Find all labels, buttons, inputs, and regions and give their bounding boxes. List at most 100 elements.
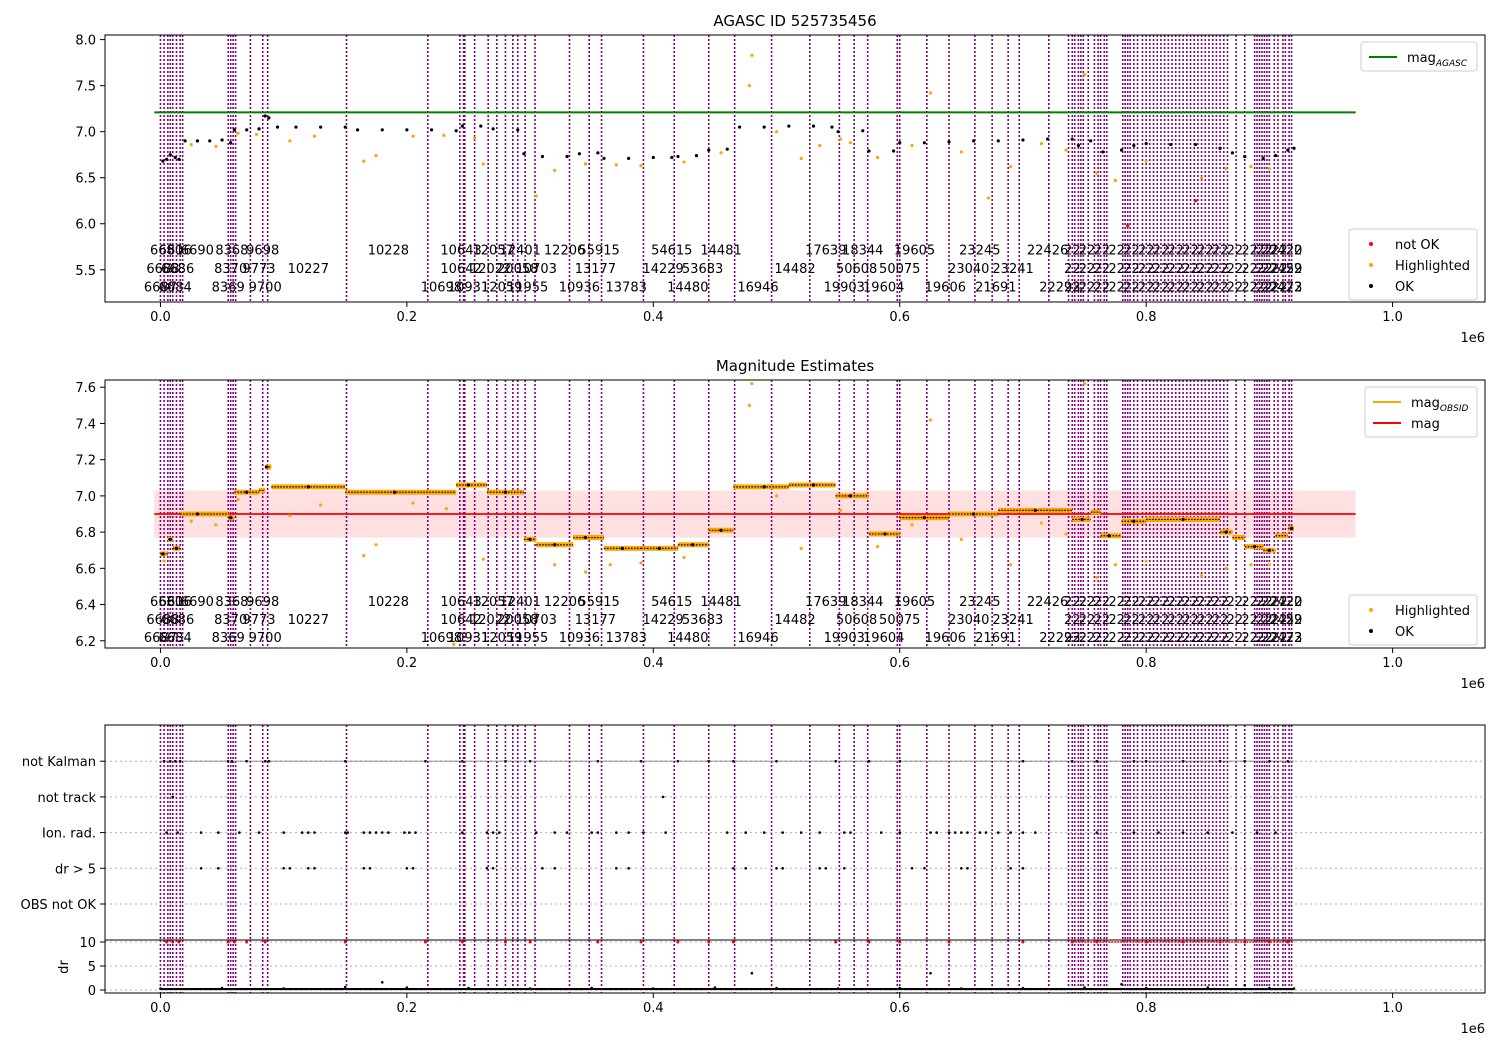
- obsid-label: 6680: [150, 595, 183, 610]
- obsid-label-dense: 22: [1108, 595, 1125, 610]
- dr-point: [159, 987, 162, 990]
- data-point-ok: [676, 154, 680, 159]
- obsid-label-dense: 22: [1256, 613, 1273, 628]
- flag-point: [1218, 759, 1222, 763]
- obsid-label: 6687: [144, 280, 177, 295]
- obsid-label: 50608: [836, 613, 877, 628]
- obsid-label-dense: 22: [1227, 280, 1244, 295]
- flag-point: [257, 831, 261, 834]
- y-tick-label: 7.2: [75, 454, 96, 469]
- obsid-label-dense: 22: [1256, 280, 1273, 295]
- data-point-highlighted: [608, 563, 612, 567]
- obsid-label-dense: 22: [1094, 595, 1111, 610]
- flag-point: [775, 867, 778, 870]
- data-point-ok: [161, 159, 165, 163]
- flag-point: [553, 867, 557, 870]
- obsid-label: 8370: [214, 613, 247, 628]
- data-point-highlighted: [682, 160, 686, 164]
- obsid-label: 9698: [246, 244, 279, 259]
- flag-point: [898, 831, 902, 834]
- obsid-label-dense: 22: [1271, 631, 1288, 646]
- data-point-ok: [1193, 142, 1198, 147]
- obsid-label-dense: 22: [1197, 613, 1214, 628]
- dr-point-not-ok: [263, 940, 267, 944]
- flag-point: [1021, 867, 1025, 870]
- obsid-label-dense: 22: [1153, 280, 1170, 295]
- obsid-label: 20058: [497, 613, 538, 628]
- flag-point: [1070, 759, 1074, 763]
- obsid-label-dense: 22: [1197, 262, 1214, 277]
- data-point-ok: [245, 490, 249, 494]
- data-point-highlighted: [1200, 176, 1204, 180]
- data-point-ok: [996, 139, 1000, 143]
- data-point-ok: [1230, 151, 1235, 155]
- flag-point: [411, 867, 415, 870]
- obsid-label: 12057: [472, 595, 513, 610]
- flag-point: [997, 831, 1000, 834]
- obsid-label: 54615: [651, 595, 692, 610]
- obsid-label: 22473: [1261, 631, 1302, 646]
- obsid-label: 18344: [842, 595, 883, 610]
- dr-point-not-ok: [503, 940, 507, 944]
- data-point-highlighted: [875, 155, 880, 160]
- data-point-ok: [836, 130, 840, 134]
- x-tick-label: 0.0: [150, 656, 171, 671]
- dr-point: [1144, 986, 1148, 990]
- data-point-ok: [583, 535, 588, 540]
- obsid-label: 10931: [448, 280, 489, 295]
- obsid-label: 17639: [805, 595, 846, 610]
- data-point-highlighted: [719, 151, 723, 155]
- data-point-highlighted: [189, 519, 193, 523]
- obsid-label-dense: 22: [1153, 244, 1170, 259]
- obsid-label: 6684: [159, 631, 192, 646]
- data-point-ok: [577, 152, 581, 156]
- flag-point: [978, 831, 982, 834]
- data-point-highlighted: [959, 150, 963, 154]
- data-point-highlighted: [583, 162, 588, 166]
- data-point-ok: [319, 125, 323, 129]
- obsid-label-dense: 22: [1197, 631, 1214, 646]
- flag-point: [615, 831, 618, 834]
- obsid-label: 10643: [440, 244, 481, 259]
- flag-point: [1033, 831, 1037, 834]
- obsid-label: 22459: [1261, 613, 1302, 628]
- x-tick-label: 0.0: [150, 310, 171, 325]
- obsid-label-dense: 22: [1271, 280, 1288, 295]
- obsid-label-dense: 22: [1108, 262, 1125, 277]
- dr-point: [343, 985, 347, 989]
- flag-point: [238, 831, 241, 834]
- dr-point: [1292, 987, 1296, 990]
- obsid-label-dense: 22: [1167, 631, 1184, 646]
- y-tick-label: 6.5: [75, 172, 96, 187]
- data-point-ok: [1144, 142, 1148, 146]
- obsid-label: 10228: [368, 244, 409, 259]
- flag-point: [1132, 759, 1136, 763]
- flag-point: [553, 831, 557, 834]
- flag-point: [923, 867, 926, 870]
- dr-point: [1206, 986, 1210, 989]
- data-point-highlighted: [986, 196, 991, 200]
- y-tick-label: 6.6: [75, 562, 96, 577]
- flag-point: [387, 831, 390, 834]
- legend-dot-swatch: [1369, 242, 1373, 246]
- data-point-highlighted: [236, 131, 240, 136]
- data-point-highlighted: [818, 143, 822, 148]
- data-point-highlighted: [1039, 521, 1044, 525]
- obsid-label-dense: 22: [1123, 631, 1140, 646]
- obsid-label-dense: 22: [1108, 631, 1125, 646]
- legend-dot-swatch: [1369, 284, 1373, 288]
- data-point-ok: [707, 148, 711, 152]
- data-point-ok: [1107, 534, 1111, 538]
- data-point-ok: [725, 147, 729, 151]
- dr-tick-label: 10: [79, 936, 96, 951]
- flag-point: [230, 759, 234, 763]
- obsid-label-dense: 22: [1123, 244, 1140, 259]
- obsid-label-dense: 22: [1271, 244, 1288, 259]
- obsid-label: 14480: [667, 280, 708, 295]
- flag-point: [898, 759, 902, 763]
- obsid-label: 10698: [421, 280, 462, 295]
- y-tick-label: 6.0: [75, 218, 96, 233]
- obsid-label-dense: 22: [1212, 262, 1229, 277]
- obsid-label: 12022: [470, 262, 511, 277]
- obsid-label: 6686: [161, 262, 194, 277]
